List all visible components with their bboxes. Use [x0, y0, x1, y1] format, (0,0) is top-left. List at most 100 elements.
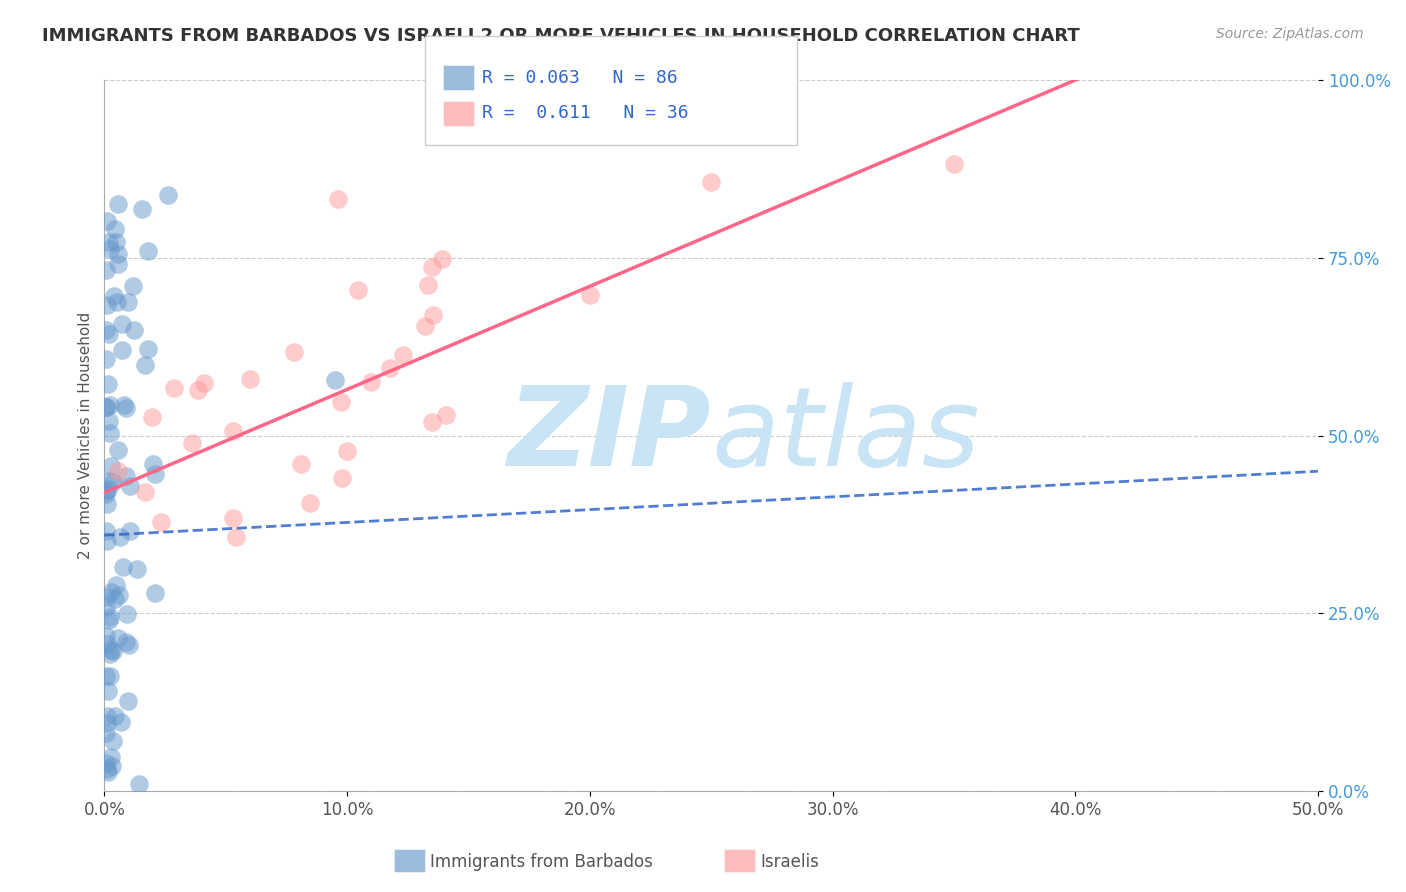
Text: ZIP: ZIP: [508, 382, 711, 489]
Point: [112, 559, 135, 574]
Point: [187, 384, 209, 398]
Y-axis label: 2 or more Vehicles in Household: 2 or more Vehicles in Household: [79, 312, 93, 559]
Point: [579, 288, 602, 302]
Point: [96, 762, 118, 776]
Point: [96, 524, 118, 538]
Point: [142, 457, 165, 471]
Point: [98, 668, 121, 682]
Point: [181, 435, 204, 450]
Point: [239, 371, 262, 385]
Point: [122, 323, 145, 337]
Point: [418, 278, 440, 293]
Point: [96, 726, 118, 740]
Point: [98, 613, 121, 627]
Point: [107, 443, 129, 458]
Point: [100, 758, 122, 772]
Point: [98, 414, 121, 428]
Point: [378, 361, 401, 376]
Point: [221, 425, 243, 439]
Point: [1064, 59, 1087, 73]
Point: [96, 715, 118, 730]
Point: [107, 464, 129, 478]
Point: [101, 475, 124, 489]
Point: [360, 375, 382, 389]
Point: [94, 352, 117, 367]
Point: [97, 474, 120, 488]
Point: [98, 326, 121, 341]
Point: [134, 358, 156, 372]
Point: [700, 175, 723, 189]
Point: [163, 381, 186, 395]
Point: [145, 467, 167, 481]
Point: [107, 588, 129, 602]
Point: [120, 524, 142, 538]
Point: [115, 607, 138, 621]
Point: [120, 478, 142, 492]
Point: [326, 192, 349, 206]
Point: [108, 530, 131, 544]
Point: [94, 629, 117, 643]
Point: [347, 284, 370, 298]
Point: [136, 342, 159, 356]
Point: [107, 196, 129, 211]
Point: [422, 308, 444, 322]
Point: [117, 693, 139, 707]
Point: [96, 482, 118, 496]
Point: [110, 714, 132, 729]
Point: [96, 709, 118, 723]
Point: [156, 188, 179, 202]
Point: [283, 344, 305, 359]
Point: [94, 756, 117, 771]
Point: [98, 242, 121, 256]
Point: [103, 734, 125, 748]
Point: [94, 400, 117, 414]
Point: [298, 496, 321, 510]
Point: [107, 247, 129, 261]
Point: [336, 444, 359, 458]
Point: [1161, 59, 1184, 73]
Point: [131, 202, 153, 217]
Point: [420, 260, 443, 275]
Point: [111, 318, 134, 332]
Text: atlas: atlas: [711, 382, 980, 489]
Point: [94, 400, 117, 414]
Point: [122, 278, 145, 293]
Text: IMMIGRANTS FROM BARBADOS VS ISRAELI 2 OR MORE VEHICLES IN HOUSEHOLD CORRELATION : IMMIGRANTS FROM BARBADOS VS ISRAELI 2 OR…: [42, 27, 1080, 45]
Point: [94, 668, 117, 682]
Point: [100, 585, 122, 599]
Point: [127, 562, 149, 576]
Point: [98, 609, 121, 624]
Point: [101, 644, 124, 658]
Point: [290, 457, 312, 471]
Point: [100, 643, 122, 657]
Point: [115, 401, 138, 415]
Point: [434, 409, 457, 423]
Point: [392, 348, 415, 362]
Point: [94, 323, 117, 337]
Point: [136, 244, 159, 259]
Point: [143, 586, 166, 600]
Point: [94, 486, 117, 500]
Point: [225, 530, 247, 544]
Point: [115, 635, 138, 649]
Point: [98, 398, 121, 412]
Point: [117, 295, 139, 310]
Point: [943, 157, 966, 171]
Point: [149, 515, 172, 529]
Point: [98, 235, 121, 250]
Text: R = 0.063   N = 86: R = 0.063 N = 86: [482, 69, 678, 87]
Point: [112, 398, 135, 412]
Point: [97, 376, 120, 391]
Point: [97, 683, 120, 698]
Point: [104, 591, 127, 606]
Point: [104, 235, 127, 249]
Point: [128, 776, 150, 790]
Point: [104, 222, 127, 236]
Point: [97, 765, 120, 780]
Point: [104, 708, 127, 723]
Point: [329, 395, 352, 409]
Point: [107, 631, 129, 645]
Point: [107, 257, 129, 271]
Point: [94, 590, 117, 604]
Point: [420, 415, 443, 429]
